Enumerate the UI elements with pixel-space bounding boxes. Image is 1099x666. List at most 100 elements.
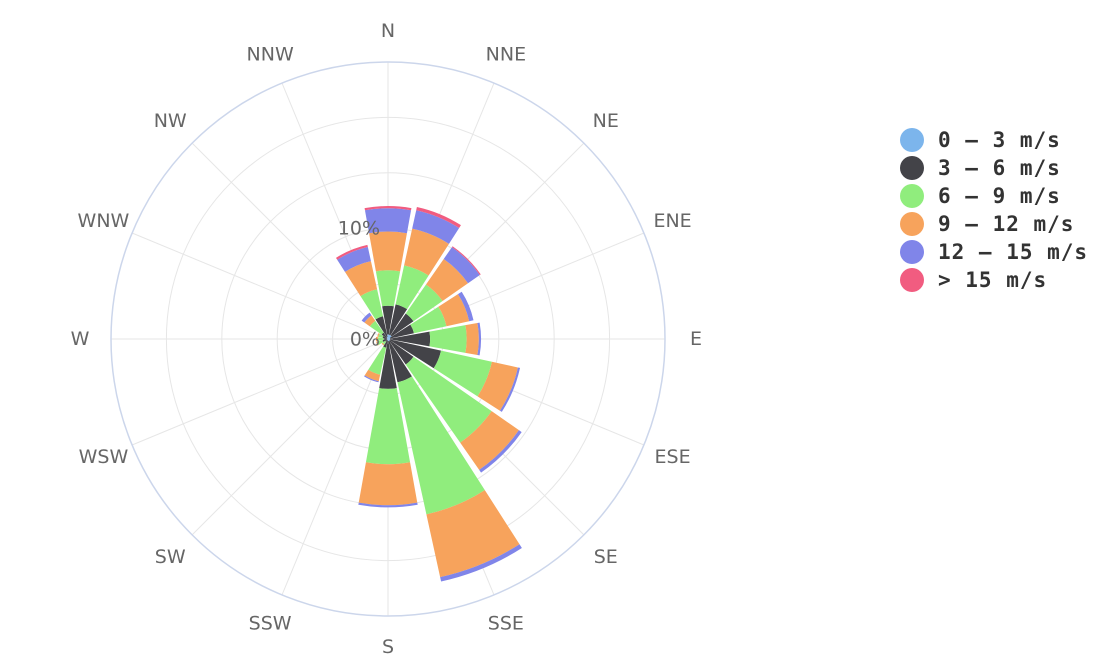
legend-item[interactable]: 3 – 6 m/s	[900, 154, 1088, 182]
outer-ring	[110, 61, 666, 617]
bar-s-s5	[358, 502, 418, 508]
bar-ne-s5	[443, 247, 480, 284]
bar-ese-s5	[499, 367, 521, 412]
legend-marker	[900, 128, 924, 152]
bar-se-s5	[479, 430, 522, 473]
bar-wnw-s2	[382, 336, 388, 339]
direction-label-wnw: WNW	[78, 210, 130, 232]
bar-ese-s2	[389, 339, 442, 369]
bar-n-s4	[369, 231, 407, 272]
bar-ene-s1	[388, 337, 391, 339]
bar-ese-s1	[388, 339, 391, 341]
bar-sse-s2	[388, 340, 412, 383]
bar-ese-s4	[477, 361, 518, 411]
bar-nnw-s3	[360, 289, 384, 320]
legend-label: 0 – 3 m/s	[938, 128, 1061, 152]
direction-label-wsw: WSW	[79, 446, 129, 468]
bar-n-s1	[387, 334, 389, 339]
legend-item[interactable]: > 15 m/s	[900, 266, 1088, 294]
bar-nw-s1	[387, 338, 388, 339]
bar-sw-s1	[387, 339, 388, 340]
bar-nnw-s2	[375, 316, 388, 338]
grid-spoke-sw	[191, 338, 389, 536]
bar-n-s2	[382, 305, 394, 335]
bar-sse-s5	[440, 544, 522, 582]
legend: 0 – 3 m/s 3 – 6 m/s 6 – 9 m/s 9 – 12 m/s 12 …	[900, 126, 1088, 294]
bar-sw-s2	[385, 339, 388, 342]
bar-ne-s1	[388, 335, 392, 339]
bar-w-s4	[375, 336, 379, 342]
bar-w-s3	[378, 337, 384, 341]
legend-item[interactable]: 0 – 3 m/s	[900, 126, 1088, 154]
direction-label-sse: SSE	[488, 613, 524, 635]
bar-nne-s4	[404, 228, 449, 276]
direction-label-nne: NNE	[486, 43, 526, 65]
direction-label-e: E	[690, 328, 702, 350]
direction-label-ese: ESE	[655, 446, 691, 468]
bar-e-s2	[390, 331, 431, 347]
legend-marker	[900, 212, 924, 236]
bar-n-s5	[364, 208, 412, 234]
bar-ne-s2	[390, 313, 414, 337]
bar-ne-s3	[405, 284, 443, 322]
bar-nne-s1	[388, 334, 391, 339]
legend-marker	[900, 184, 924, 208]
bar-e-s4	[465, 322, 479, 356]
direction-label-nnw: NNW	[247, 43, 294, 65]
bar-wnw-s3	[378, 333, 384, 338]
bar-wsw-s1	[386, 339, 388, 340]
tick-label: 10%	[338, 218, 380, 240]
direction-label-sw: SW	[155, 546, 186, 568]
bar-nw-s2	[381, 332, 388, 339]
bar-sw-s4	[381, 342, 385, 346]
legend-label: 6 – 9 m/s	[938, 184, 1061, 208]
legend-item[interactable]: 12 – 15 m/s	[900, 238, 1088, 266]
bar-s-s1	[387, 339, 389, 342]
bar-nnw-s6	[335, 244, 368, 260]
bar-nne-s5	[412, 210, 460, 244]
bar-s-s4	[358, 462, 418, 506]
grid-spoke-wsw	[131, 338, 389, 446]
bar-nnw-s1	[386, 336, 388, 339]
bar-ene-s2	[389, 324, 414, 339]
legend-item[interactable]: 6 – 9 m/s	[900, 182, 1088, 210]
bar-sse-s4	[426, 490, 520, 578]
bar-s-s2	[379, 341, 397, 389]
bar-wsw-s4	[376, 341, 379, 346]
bar-nnw-s5	[337, 246, 371, 272]
direction-label-ene: ENE	[653, 210, 691, 232]
bar-ene-s4	[438, 294, 470, 327]
legend-label: 3 – 6 m/s	[938, 156, 1061, 180]
legend-marker	[900, 240, 924, 264]
bar-n-s3	[375, 270, 401, 307]
bar-e-s3	[429, 325, 467, 353]
bar-ene-s3	[410, 306, 447, 334]
bar-ssw-s4	[364, 369, 381, 382]
bar-nw-s3	[369, 320, 384, 335]
legend-item[interactable]: 9 – 12 m/s	[900, 210, 1088, 238]
bar-ssw-s2	[383, 339, 388, 348]
bar-sse-s1	[388, 339, 390, 342]
bar-nw-s5	[361, 312, 372, 323]
direction-labels: N NNE NE ENE E ESE SE SSE S SSW SW WSW W WNW NW NNW	[71, 20, 702, 658]
bar-ene-s5	[457, 291, 474, 322]
bar-ssw-s3	[368, 346, 387, 375]
bar-nne-s6	[416, 206, 461, 228]
bar-se-s3	[405, 356, 492, 443]
bar-nne-s2	[388, 304, 408, 336]
bar-wsw-s2	[382, 339, 388, 342]
bar-ssw-s5	[364, 375, 379, 383]
bar-n-s6	[364, 206, 412, 211]
bar-sw-s3	[382, 340, 387, 345]
bar-se-s4	[460, 411, 519, 470]
grid-spoke-ssw	[281, 338, 389, 596]
tick-label: 0%	[350, 329, 380, 351]
direction-label-n: N	[381, 20, 395, 42]
grid-spoke-wnw	[131, 232, 389, 340]
direction-label-w: W	[71, 328, 90, 350]
legend-label: 12 – 15 m/s	[938, 240, 1089, 264]
direction-label-se: SE	[594, 546, 618, 568]
legend-marker	[900, 268, 924, 292]
